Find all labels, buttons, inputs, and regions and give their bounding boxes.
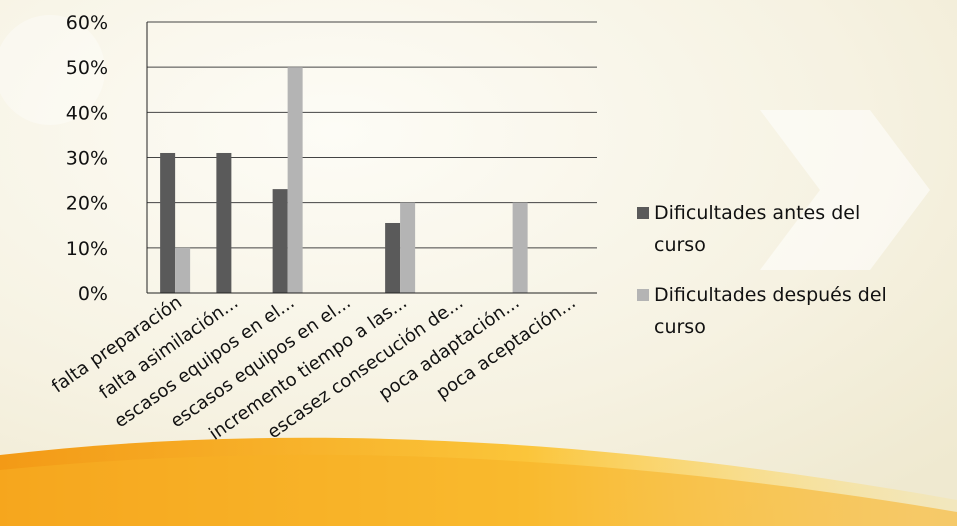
- y-tick-label: 0%: [78, 283, 108, 305]
- y-tick-label: 10%: [66, 238, 108, 260]
- bar-series-2: [175, 247, 191, 293]
- bar-series-1: [272, 189, 288, 293]
- bar-series-1: [385, 222, 401, 293]
- y-tick-label: 40%: [66, 102, 108, 124]
- bar-series-2: [512, 202, 528, 293]
- legend-label-series-2-line-2: curso: [654, 316, 706, 338]
- bar-series-2: [287, 67, 303, 294]
- bar-series-1: [160, 152, 176, 293]
- y-axis-tick-labels: 0% 10% 20% 30% 40% 50% 60%: [66, 12, 108, 305]
- legend-label-series-1-line-1: Dificultades antes del: [654, 202, 860, 224]
- y-tick-label: 60%: [66, 12, 108, 34]
- bar-series-1: [216, 152, 232, 293]
- bar-series-2: [400, 202, 416, 293]
- y-tick-label: 30%: [66, 148, 108, 170]
- legend-swatch-series-2: [637, 289, 649, 301]
- bars: [160, 67, 528, 294]
- legend-label-series-2-line-1: Dificultades después del: [654, 284, 887, 306]
- y-tick-label: 50%: [66, 57, 108, 79]
- legend-label-series-1-line-2: curso: [654, 234, 706, 256]
- legend: Dificultades antes del curso Dificultade…: [637, 202, 887, 338]
- y-tick-label: 20%: [66, 193, 108, 215]
- legend-swatch-series-1: [637, 207, 649, 219]
